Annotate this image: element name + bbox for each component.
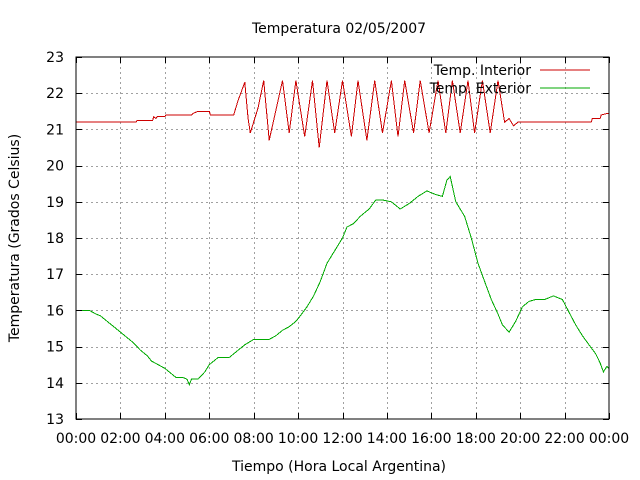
y-tick-label: 13 (46, 412, 64, 428)
legend-label-2: Temp. Exterior (429, 81, 532, 97)
y-tick-label: 17 (46, 267, 64, 283)
x-tick-label: 04:00 (145, 431, 185, 447)
x-tick-label: 18:00 (456, 431, 496, 447)
x-tick-label: 14:00 (367, 431, 407, 447)
chart-title: Temperatura 02/05/2007 (251, 21, 426, 37)
y-tick-label: 14 (46, 376, 64, 392)
x-tick-label: 16:00 (411, 431, 451, 447)
x-tick-label: 08:00 (233, 431, 273, 447)
x-tick-label: 20:00 (500, 431, 540, 447)
y-axis-label: Temperatura (Grados Celsius) (7, 134, 23, 343)
y-tick-label: 21 (46, 122, 64, 138)
data-series (76, 80, 610, 386)
x-tick-label: 06:00 (189, 431, 229, 447)
x-tick-label: 12:00 (322, 431, 362, 447)
y-tick-label: 20 (46, 159, 64, 175)
x-tick-label: 22:00 (544, 431, 584, 447)
y-tick-label: 18 (46, 231, 64, 247)
y-tick-label: 16 (46, 303, 64, 319)
x-tick-label: 02:00 (100, 431, 140, 447)
series-line-1 (76, 80, 610, 148)
y-tick-label: 15 (46, 340, 64, 356)
legend: Temp. Interior Temp. Exterior (429, 63, 590, 97)
y-tick-label: 22 (46, 86, 64, 102)
x-tick-label: 00:00 (56, 431, 96, 447)
x-tick-label: 00:00 (589, 431, 629, 447)
y-tick-label: 23 (46, 50, 64, 66)
series-line-2 (76, 175, 610, 386)
x-axis-label: Tiempo (Hora Local Argentina) (231, 459, 446, 475)
legend-label-1: Temp. Interior (433, 63, 532, 79)
axis-ticks: 00:00 02:00 04:00 06:00 08:00 10:00 12:00 14:00… (46, 50, 629, 447)
x-tick-label: 10:00 (278, 431, 318, 447)
y-tick-label: 19 (46, 195, 64, 211)
